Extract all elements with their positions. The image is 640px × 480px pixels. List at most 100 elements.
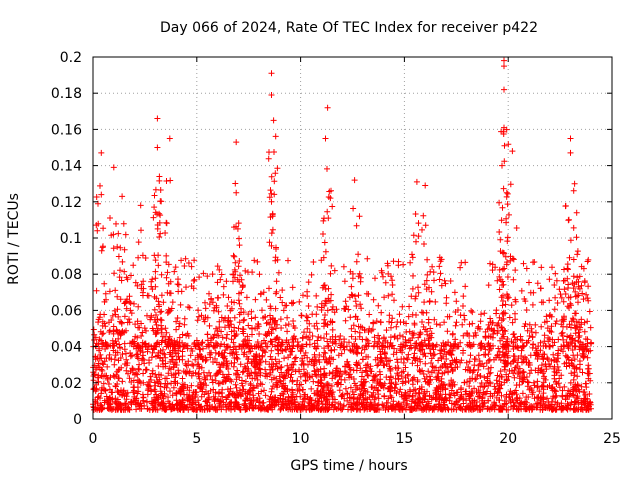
data-point — [386, 365, 393, 372]
data-point — [153, 374, 160, 381]
data-point — [423, 328, 430, 335]
data-point — [409, 251, 415, 258]
data-point — [157, 380, 164, 387]
data-point — [534, 394, 540, 401]
data-point — [126, 316, 132, 323]
data-point — [150, 214, 157, 221]
data-point — [214, 327, 221, 334]
data-point — [107, 215, 113, 221]
data-point — [321, 302, 328, 309]
data-point — [227, 399, 234, 406]
data-point — [176, 323, 182, 330]
data-point — [585, 406, 592, 413]
data-point — [304, 373, 311, 380]
data-point — [551, 375, 558, 382]
data-point — [447, 392, 454, 399]
data-point — [516, 373, 523, 380]
data-point — [140, 356, 147, 363]
data-point — [526, 321, 533, 328]
data-point — [501, 250, 507, 257]
data-point — [269, 402, 276, 408]
data-point — [391, 387, 398, 394]
x-axis-label: GPS time / hours — [290, 458, 407, 474]
data-point — [287, 374, 294, 381]
data-point — [454, 343, 461, 350]
data-point — [559, 393, 566, 400]
data-point — [361, 402, 367, 409]
data-point — [513, 382, 520, 389]
data-point — [491, 383, 498, 390]
data-point — [505, 354, 511, 361]
data-point — [525, 379, 532, 386]
data-point — [356, 329, 363, 336]
data-point — [461, 379, 468, 386]
data-point — [123, 305, 130, 312]
data-point — [271, 149, 277, 155]
data-point — [501, 57, 507, 64]
data-point — [413, 238, 419, 245]
data-point — [114, 381, 121, 387]
data-point — [433, 341, 440, 348]
data-point — [111, 340, 117, 347]
data-point — [284, 367, 291, 374]
data-point — [162, 354, 169, 361]
data-point — [325, 390, 332, 396]
data-point — [152, 268, 159, 275]
data-point — [212, 355, 218, 362]
data-point — [345, 371, 352, 378]
data-point — [321, 323, 327, 330]
data-point — [321, 316, 328, 323]
data-point — [311, 340, 318, 347]
data-point — [173, 318, 180, 325]
data-point — [358, 305, 365, 312]
data-point — [579, 369, 586, 376]
data-point — [582, 380, 589, 387]
data-point — [278, 343, 285, 349]
data-point — [537, 339, 544, 346]
data-point — [283, 372, 289, 379]
data-point — [509, 148, 516, 155]
data-point — [584, 403, 591, 410]
data-point — [224, 331, 231, 338]
data-point — [277, 406, 284, 413]
data-point — [428, 288, 435, 295]
data-point — [162, 325, 169, 332]
data-point — [300, 292, 306, 299]
data-point — [335, 352, 342, 359]
axis-ticks — [92, 56, 613, 420]
data-point — [405, 313, 412, 320]
data-point — [290, 299, 297, 306]
data-point — [394, 319, 401, 325]
data-point — [234, 355, 241, 362]
data-point — [349, 270, 356, 277]
data-point — [218, 361, 225, 367]
data-point — [215, 380, 222, 387]
data-point — [383, 361, 390, 368]
data-point — [484, 375, 491, 382]
data-point — [206, 322, 213, 329]
data-point — [232, 381, 239, 388]
data-point — [389, 403, 395, 410]
data-point — [190, 370, 197, 377]
data-point — [431, 351, 438, 358]
data-point — [476, 406, 483, 413]
data-point — [93, 222, 100, 229]
data-point — [514, 343, 521, 350]
data-point — [131, 300, 137, 307]
data-point — [155, 298, 162, 305]
data-point — [451, 289, 458, 296]
data-point — [264, 373, 271, 380]
data-point — [540, 394, 547, 401]
data-point — [357, 365, 364, 372]
data-point — [103, 393, 110, 400]
data-point — [371, 342, 378, 349]
data-point — [504, 293, 511, 300]
data-point — [270, 361, 277, 368]
data-point — [144, 405, 151, 412]
data-point — [91, 331, 98, 338]
data-point — [124, 319, 131, 326]
data-point — [428, 355, 435, 362]
data-point — [210, 307, 217, 314]
data-point — [297, 406, 304, 413]
data-point — [500, 298, 506, 304]
